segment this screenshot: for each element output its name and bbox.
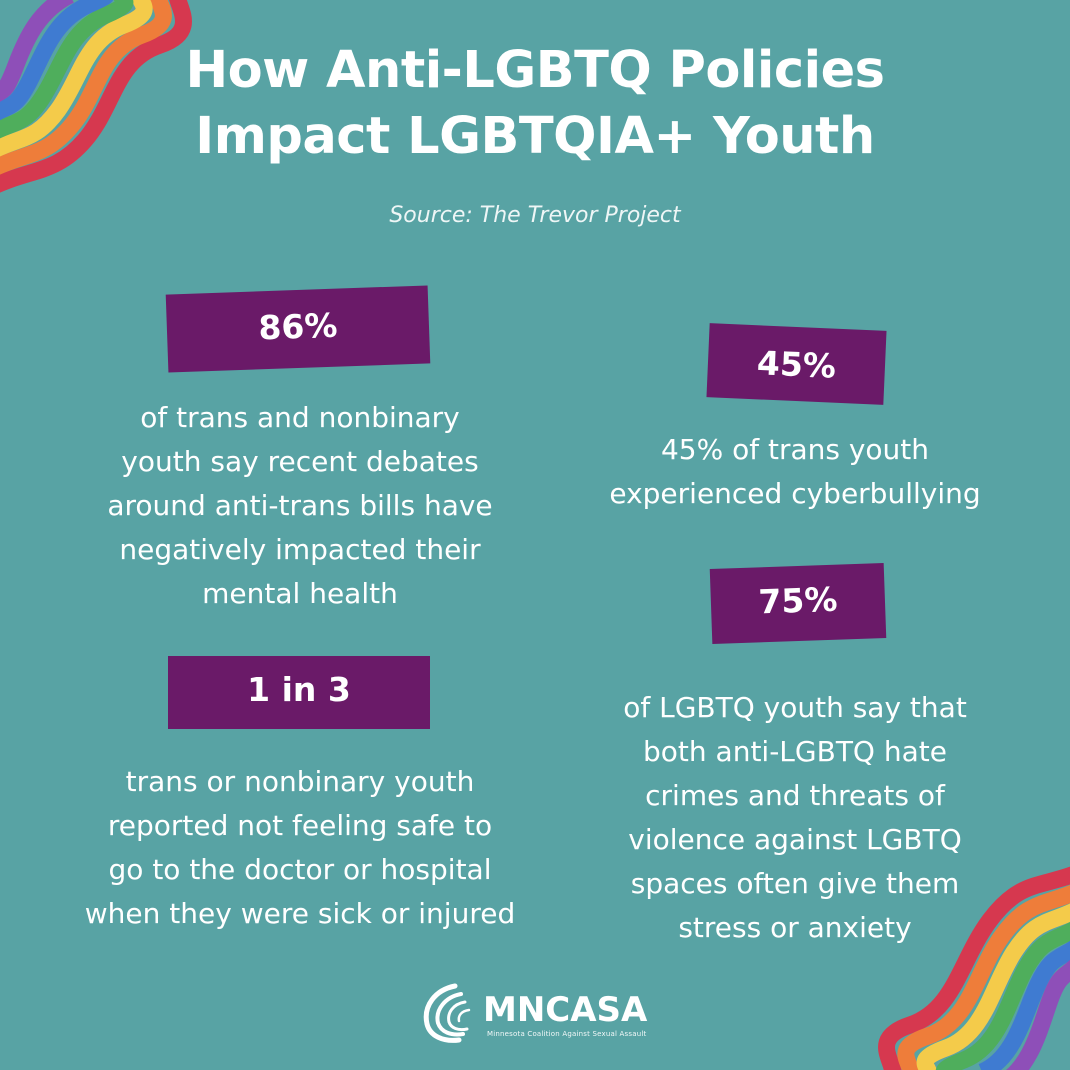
stat-86-line: mental health	[202, 577, 398, 610]
stat-45-line: 45% of trans youth	[660, 433, 930, 466]
page-title: How Anti-LGBTQ Policies Impact LGBTQIA+ …	[0, 38, 1070, 170]
stat-badge-86: 86%	[165, 285, 431, 373]
stat-75-line: both anti-LGBTQ hate	[643, 735, 947, 768]
stat-description-75: of LGBTQ youth say that both anti-LGBTQ …	[580, 686, 1010, 950]
mncasa-logo: MNCASA Minnesota Coalition Against Sexua…	[415, 980, 655, 1050]
stat-86-line: negatively impacted their	[119, 533, 481, 566]
title-line-1: How Anti-LGBTQ Policies	[185, 41, 885, 100]
logo-tagline: Minnesota Coalition Against Sexual Assau…	[487, 1030, 647, 1038]
stat-75-line: violence against LGBTQ	[628, 823, 962, 856]
stat-description-86: of trans and nonbinary youth say recent …	[70, 396, 530, 616]
stat-1-in-3-line: reported not feeling safe to	[107, 809, 493, 842]
stat-75-line: of LGBTQ youth say that	[623, 691, 967, 724]
mncasa-arc-logo-icon	[423, 983, 471, 1043]
stat-description-45: 45% of trans youth experienced cyberbull…	[580, 428, 1010, 516]
stat-86-line: youth say recent debates	[121, 445, 479, 478]
stat-86-line: around anti-trans bills have	[107, 489, 493, 522]
stat-1-in-3-line: when they were sick or injured	[84, 897, 516, 930]
stat-1-in-3-line: trans or nonbinary youth	[125, 765, 475, 798]
stat-description-1-in-3: trans or nonbinary youth reported not fe…	[50, 760, 550, 936]
stat-badge-1-in-3: 1 in 3	[168, 656, 430, 729]
stat-75-line: stress or anxiety	[678, 911, 912, 944]
source-caption: Source: The Trevor Project	[389, 203, 681, 228]
stat-1-in-3-line: go to the doctor or hospital	[108, 853, 492, 886]
stat-badge-45: 45%	[706, 323, 887, 405]
title-line-2: Impact LGBTQIA+ Youth	[195, 107, 875, 166]
rainbow-wave-bottom-right-icon	[878, 866, 1070, 1070]
stat-86-line: of trans and nonbinary	[140, 401, 460, 434]
logo-wordmark: MNCASA	[483, 990, 648, 1030]
stat-75-line: crimes and threats of	[645, 779, 945, 812]
rainbow-wave-top-left-icon	[0, 0, 192, 193]
stat-badge-75: 75%	[709, 562, 887, 645]
stat-75-line: spaces often give them	[630, 867, 960, 900]
stat-45-line: experienced cyberbullying	[609, 477, 981, 510]
